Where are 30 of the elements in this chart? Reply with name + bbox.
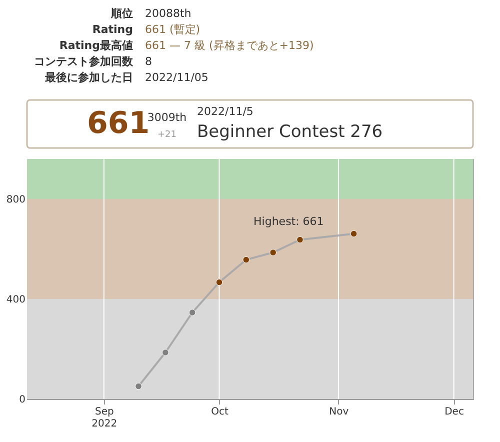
point [162, 349, 169, 356]
text: Beginner Contest 276 [197, 122, 383, 142]
point [350, 230, 358, 238]
point [296, 236, 304, 244]
x-tick-label: Dec [444, 406, 464, 418]
text: 8 [145, 55, 152, 68]
text: 順位 [110, 7, 133, 20]
point [242, 256, 250, 264]
x-tick-label: Oct [211, 406, 228, 418]
point [270, 249, 276, 256]
x-tick-label: Sep 2022 [92, 406, 118, 430]
point [135, 382, 142, 390]
text: 661 — 7 級 (昇格まであと+139) [145, 39, 314, 52]
text: 最後に参加した日 [44, 71, 133, 84]
annotation: Highest: 661 [254, 214, 324, 228]
text: +21 [158, 130, 176, 140]
x-tick-label: Nov [329, 406, 349, 418]
point [216, 278, 223, 286]
text: 3009th [147, 111, 187, 124]
y-tick-label: 400 [6, 294, 26, 306]
text: 2022/11/05 [145, 71, 208, 84]
y-tick-label: 0 [19, 394, 26, 406]
text: Rating最高値 [59, 39, 133, 52]
text: 2022/11/5 [197, 105, 254, 118]
text: コンテスト参加回数 [34, 55, 134, 68]
text: 661 (暫定) [145, 23, 200, 36]
text: Rating [92, 23, 133, 36]
point [188, 309, 196, 316]
text: 20088th [145, 7, 192, 20]
y-tick-label: 800 [6, 194, 26, 206]
